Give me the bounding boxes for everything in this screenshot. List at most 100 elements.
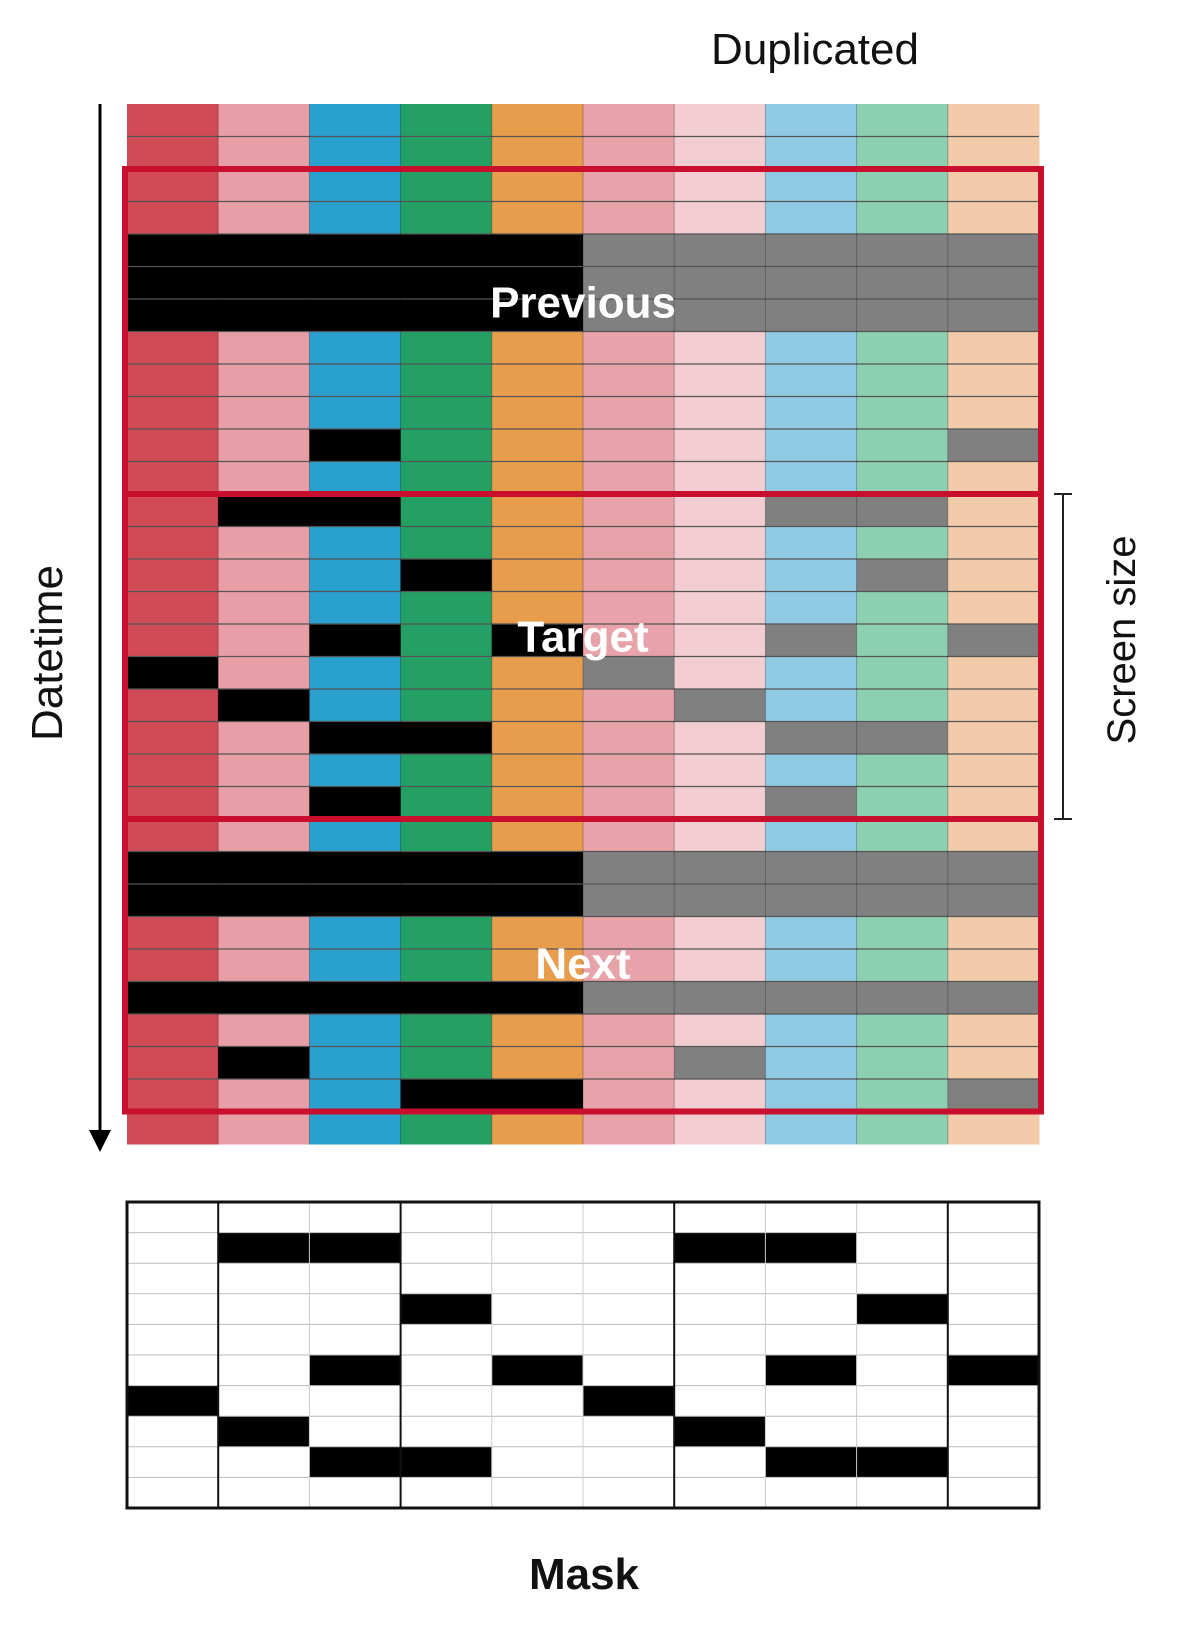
mask-cell-on [856, 1446, 949, 1478]
value-cell [309, 1079, 402, 1112]
value-cell [765, 819, 858, 852]
mask-cell-off [947, 1293, 1040, 1325]
value-cell [947, 721, 1040, 755]
value-cell [765, 559, 858, 592]
value-cell [127, 169, 219, 202]
mask-cell-off [491, 1232, 584, 1264]
mask-cell-off [400, 1416, 493, 1448]
missing-cell [309, 721, 402, 755]
value-cell [218, 656, 310, 690]
mask-label: Mask [529, 1550, 640, 1599]
missing-cell [583, 981, 675, 1015]
mask-cell-on [765, 1355, 858, 1387]
mask-cell-off [765, 1293, 858, 1325]
value-cell [583, 559, 675, 592]
missing-cell [674, 234, 766, 267]
value-cell [400, 1014, 493, 1047]
value-cell [400, 591, 493, 625]
window-label-target: Target [517, 613, 649, 662]
value-cell [583, 949, 675, 982]
value-cell [218, 461, 310, 495]
value-cell [947, 786, 1040, 820]
value-cell [400, 494, 493, 527]
value-cell [218, 754, 310, 787]
mask-cell-off [127, 1355, 219, 1387]
value-cell [218, 591, 310, 625]
value-cell [218, 331, 310, 365]
mask-cell-off [400, 1477, 493, 1509]
value-cell [491, 136, 584, 170]
value-cell [674, 754, 766, 787]
mask-cell-off [309, 1202, 402, 1234]
value-cell [491, 331, 584, 365]
value-cell [856, 624, 949, 657]
value-cell [674, 364, 766, 397]
mask-cell-off [765, 1202, 858, 1234]
value-cell [400, 396, 493, 430]
value-cell [583, 624, 675, 657]
value-cell [856, 786, 949, 820]
value-cell [765, 1014, 858, 1047]
missing-cell [309, 981, 402, 1015]
value-cell [400, 526, 493, 560]
value-cell [856, 656, 949, 690]
mask-cell-off [765, 1416, 858, 1448]
value-cell [491, 754, 584, 787]
value-cell [765, 949, 858, 982]
mask-cell-off [127, 1263, 219, 1295]
value-cell [583, 104, 675, 137]
missing-cell [400, 851, 493, 885]
missing-cell [947, 266, 1040, 300]
mask-cell-on [583, 1385, 675, 1417]
missing-cell [309, 624, 402, 657]
mask-cell-off [674, 1263, 766, 1295]
value-cell [765, 201, 858, 235]
missing-cell [674, 981, 766, 1015]
value-cell [127, 136, 219, 170]
value-cell [674, 656, 766, 690]
value-cell [309, 201, 402, 235]
mask-cell-off [947, 1416, 1040, 1448]
mask-cell-off [218, 1324, 310, 1356]
value-cell [309, 754, 402, 787]
missing-cell [674, 689, 766, 722]
missing-cell [400, 234, 493, 267]
value-cell [218, 1079, 310, 1112]
value-cell [583, 689, 675, 722]
value-cell [674, 819, 766, 852]
mask-cell-off [400, 1202, 493, 1234]
missing-cell [127, 851, 219, 885]
time-series-grid [127, 104, 1040, 1145]
value-cell [491, 494, 584, 527]
value-cell [583, 786, 675, 820]
value-cell [218, 819, 310, 852]
mask-cell-off [583, 1202, 675, 1234]
value-cell [127, 429, 219, 462]
missing-cell [309, 266, 402, 300]
mask-cell-off [674, 1293, 766, 1325]
mask-cell-off [491, 1293, 584, 1325]
value-cell [127, 526, 219, 560]
value-cell [856, 1046, 949, 1080]
value-cell [218, 1014, 310, 1047]
mask-cell-off [765, 1477, 858, 1509]
value-cell [218, 104, 310, 137]
value-cell [674, 494, 766, 527]
value-cell [583, 169, 675, 202]
value-cell [674, 331, 766, 365]
mask-cell-off [583, 1446, 675, 1478]
value-cell [400, 689, 493, 722]
missing-cell [765, 494, 858, 527]
missing-cell [309, 884, 402, 917]
value-cell [947, 819, 1040, 852]
value-cell [947, 169, 1040, 202]
missing-cell [583, 656, 675, 690]
value-cell [674, 201, 766, 235]
missing-cell [491, 851, 584, 885]
mask-cell-on [400, 1446, 493, 1478]
value-cell [491, 1046, 584, 1080]
value-cell [856, 1014, 949, 1047]
missing-cell [400, 981, 493, 1015]
value-cell [947, 136, 1040, 170]
value-cell [674, 916, 766, 950]
